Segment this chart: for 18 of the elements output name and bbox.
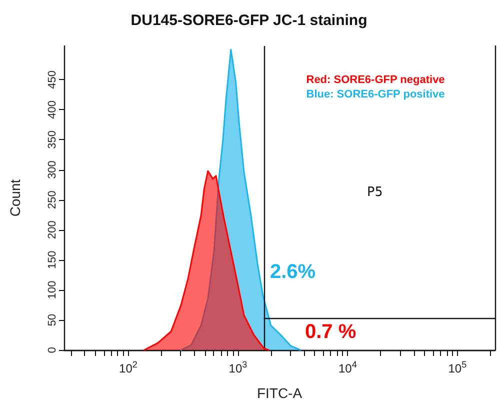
y-tick-label: 450 [46,70,58,89]
y-tick-label: 50 [46,314,58,326]
y-tick-label: 400 [46,100,58,119]
annotation: 0.7 % [305,321,356,343]
text: Red: SORE6-GFP negative [306,74,445,86]
y-tick-label: 100 [46,280,58,300]
x-axis-title: FITC-A [256,385,303,401]
y-tick-label: 200 [46,220,58,240]
y-tick-label: 350 [46,130,58,149]
y-tick-label: 0 [46,346,58,354]
y-axis-title: Count [7,179,23,217]
chart-title: DU145-SORE6-GFP JC-1 staining [130,12,368,29]
annotation: 2.6% [270,261,316,283]
text: Blue: SORE6-GFP positive [306,88,445,100]
y-tick-label: 250 [46,190,58,209]
annotation: P5 [367,185,383,200]
y-tick-label: 150 [46,250,58,270]
y-tick-label: 300 [46,160,58,179]
